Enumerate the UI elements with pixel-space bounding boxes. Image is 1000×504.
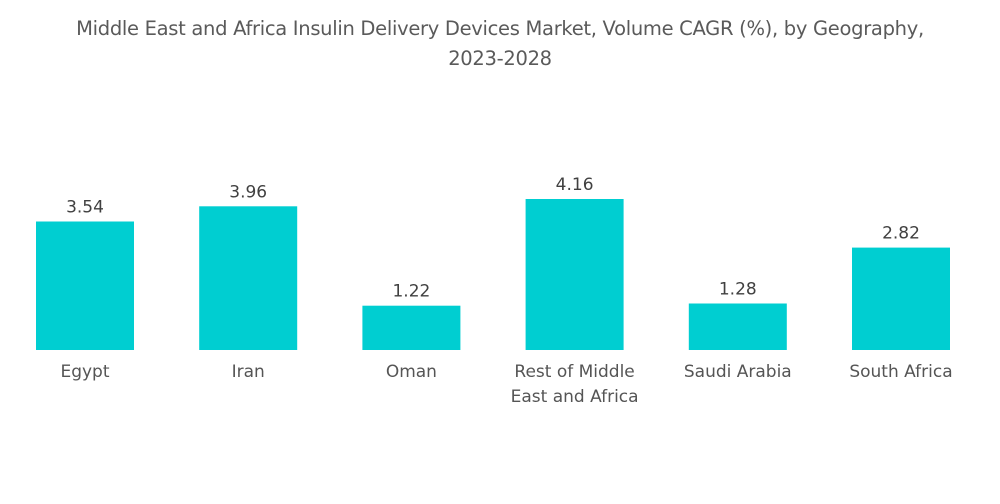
- data-label: 3.96: [229, 182, 267, 202]
- data-label: 2.82: [882, 224, 920, 244]
- bar-iran: [199, 206, 298, 350]
- x-tick-label: Iran: [232, 362, 265, 382]
- x-tick-label: Oman: [386, 362, 437, 382]
- x-tick-label: South Africa: [849, 362, 952, 382]
- data-label: 3.54: [66, 198, 104, 218]
- x-tick-label: East and Africa: [511, 387, 639, 407]
- chart-title-line-2: 2023-2028: [448, 47, 552, 70]
- x-tick-label: Rest of Middle: [514, 362, 634, 382]
- chart-title: Middle East and Africa Insulin Delivery …: [0, 14, 1000, 74]
- x-tick-label: Saudi Arabia: [684, 362, 792, 382]
- x-tick-label: Egypt: [60, 362, 109, 382]
- data-label: 1.28: [719, 280, 757, 300]
- bar-rest-of-middle-east-and-africa: [525, 199, 624, 350]
- bar-egypt: [36, 221, 134, 350]
- bar-oman: [362, 305, 461, 350]
- bar-saudi-arabia: [688, 303, 787, 350]
- chart-title-line-1: Middle East and Africa Insulin Delivery …: [76, 17, 924, 40]
- data-label: 4.16: [556, 175, 594, 195]
- data-label: 1.22: [392, 282, 430, 302]
- bar-south-africa: [852, 247, 950, 350]
